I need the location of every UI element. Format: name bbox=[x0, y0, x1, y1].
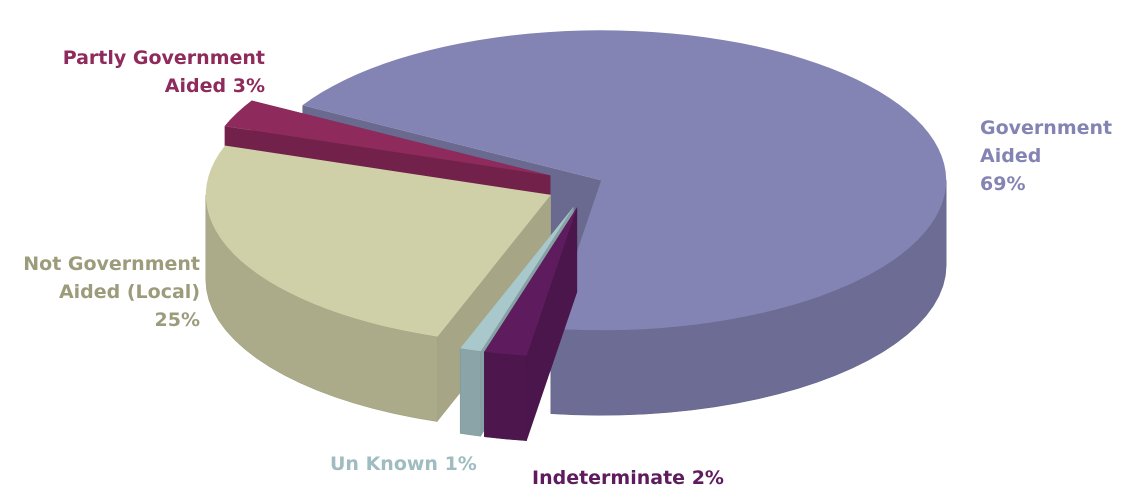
value-label: 2% bbox=[691, 467, 724, 489]
value-label: 1% bbox=[444, 453, 477, 475]
slice bbox=[484, 207, 578, 356]
category-label: Government Aided bbox=[980, 117, 1113, 167]
category-label: Partly Government Aided bbox=[62, 47, 265, 97]
category-label: Not Government Aided (Local) bbox=[23, 253, 200, 303]
slice-side bbox=[484, 351, 527, 441]
label-not-government: Not Government Aided (Local) 25% bbox=[0, 250, 200, 334]
label-government-aided: Government Aided 69% bbox=[980, 114, 1120, 198]
label-partly: Partly Government Aided 3% bbox=[30, 44, 265, 100]
category-label: Un Known bbox=[330, 453, 438, 475]
slice bbox=[224, 100, 551, 176]
value-label: 3% bbox=[232, 75, 265, 97]
value-label: 69% bbox=[980, 173, 1026, 195]
category-label: Indeterminate bbox=[532, 467, 686, 489]
slice bbox=[302, 30, 947, 331]
slice-side bbox=[459, 348, 482, 437]
label-indeterminate: Indeterminate 2% bbox=[532, 464, 724, 489]
slice bbox=[205, 145, 551, 337]
label-unknown: Un Known 1% bbox=[330, 450, 477, 478]
slice bbox=[460, 206, 574, 352]
value-label: 25% bbox=[154, 309, 200, 331]
